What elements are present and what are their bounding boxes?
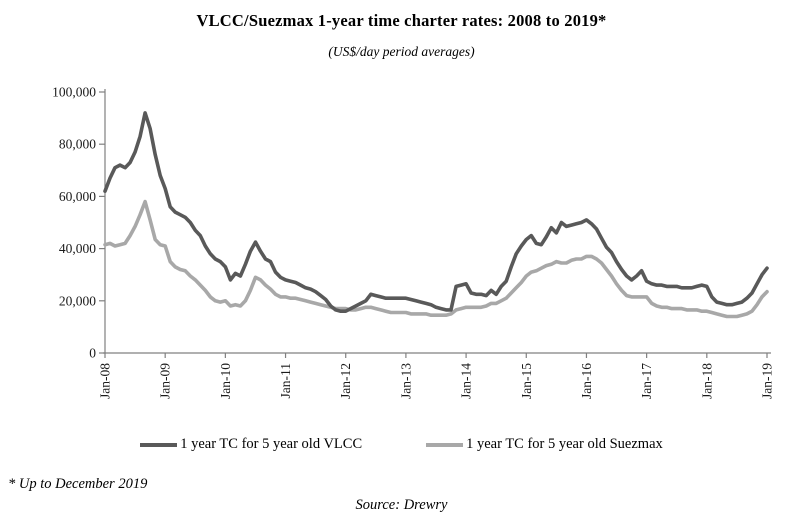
line-chart-plot: 0 20,000 40,000 60,000 80,000 100,000 Jan-08 Ja…: [52, 85, 775, 400]
legend-swatch-suezmax: [426, 442, 464, 447]
legend-swatch-vlcc: [140, 442, 178, 447]
x-tick-label: Jan-19: [760, 363, 775, 399]
y-tick-label: 80,000: [59, 137, 96, 152]
x-tick-label: Jan-17: [639, 363, 654, 399]
x-tick-label: Jan-12: [338, 363, 353, 399]
y-tick-label: 60,000: [59, 189, 96, 204]
x-tick-label: Jan-14: [459, 363, 474, 399]
footnote: * Up to December 2019: [8, 476, 148, 492]
x-tick-label: Jan-18: [699, 363, 714, 399]
chart-subtitle: (US$/day period averages): [328, 44, 475, 59]
x-tick-label: Jan-15: [519, 363, 534, 399]
legend-label-vlcc: 1 year TC for 5 year old VLCC: [180, 436, 363, 452]
x-tick-label: Jan-10: [218, 363, 233, 399]
legend-label-suezmax: 1 year TC for 5 year old Suezmax: [466, 436, 663, 452]
y-tick-label: 0: [89, 346, 96, 361]
series-line-vlcc: [103, 111, 769, 314]
x-tick-label: Jan-11: [278, 363, 293, 399]
legend-item-vlcc: 1 year TC for 5 year old VLCC: [140, 436, 362, 453]
legend: 1 year TC for 5 year old VLCC 1 year TC …: [0, 436, 803, 453]
chart-title: VLCC/Suezmax 1-year time charter rates: …: [196, 11, 607, 30]
y-tick-label: 40,000: [59, 241, 96, 256]
series-line-suezmax: [103, 199, 769, 319]
x-tick-label: Jan-13: [398, 363, 413, 399]
legend-item-suezmax: 1 year TC for 5 year old Suezmax: [426, 436, 663, 453]
y-tick-label: 20,000: [59, 293, 96, 308]
x-tick-label: Jan-16: [579, 363, 594, 399]
x-tick-label: Jan-09: [158, 363, 173, 399]
source-credit: Source: Drewry: [355, 497, 448, 513]
y-tick-label: 100,000: [52, 85, 96, 100]
x-tick-label: Jan-08: [98, 363, 113, 399]
